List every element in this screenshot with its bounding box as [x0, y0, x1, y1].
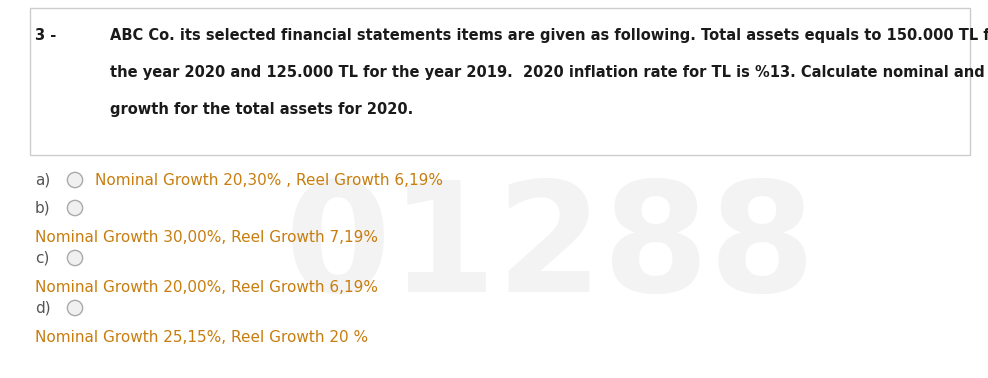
Text: 3 -: 3 - — [35, 28, 56, 43]
Ellipse shape — [67, 172, 83, 187]
Text: b): b) — [35, 200, 50, 215]
Text: Nominal Growth 20,30% , Reel Growth 6,19%: Nominal Growth 20,30% , Reel Growth 6,19… — [95, 172, 443, 187]
FancyBboxPatch shape — [30, 8, 970, 155]
Text: 01288: 01288 — [285, 175, 816, 324]
Ellipse shape — [67, 301, 83, 316]
Ellipse shape — [67, 200, 83, 215]
Text: a): a) — [35, 172, 50, 187]
Text: Nominal Growth 20,00%, Reel Growth 6,19%: Nominal Growth 20,00%, Reel Growth 6,19% — [35, 280, 378, 295]
Text: the year 2020 and 125.000 TL for the year 2019.  2020 inflation rate for TL is %: the year 2020 and 125.000 TL for the yea… — [110, 65, 988, 80]
Text: ABC Co. its selected financial statements items are given as following. Total as: ABC Co. its selected financial statement… — [110, 28, 988, 43]
Text: Nominal Growth 30,00%, Reel Growth 7,19%: Nominal Growth 30,00%, Reel Growth 7,19% — [35, 230, 378, 245]
Ellipse shape — [67, 250, 83, 266]
Text: growth for the total assets for 2020.: growth for the total assets for 2020. — [110, 102, 413, 117]
Text: c): c) — [35, 251, 49, 265]
Text: Nominal Growth 25,15%, Reel Growth 20 %: Nominal Growth 25,15%, Reel Growth 20 % — [35, 330, 369, 345]
Text: d): d) — [35, 301, 50, 316]
